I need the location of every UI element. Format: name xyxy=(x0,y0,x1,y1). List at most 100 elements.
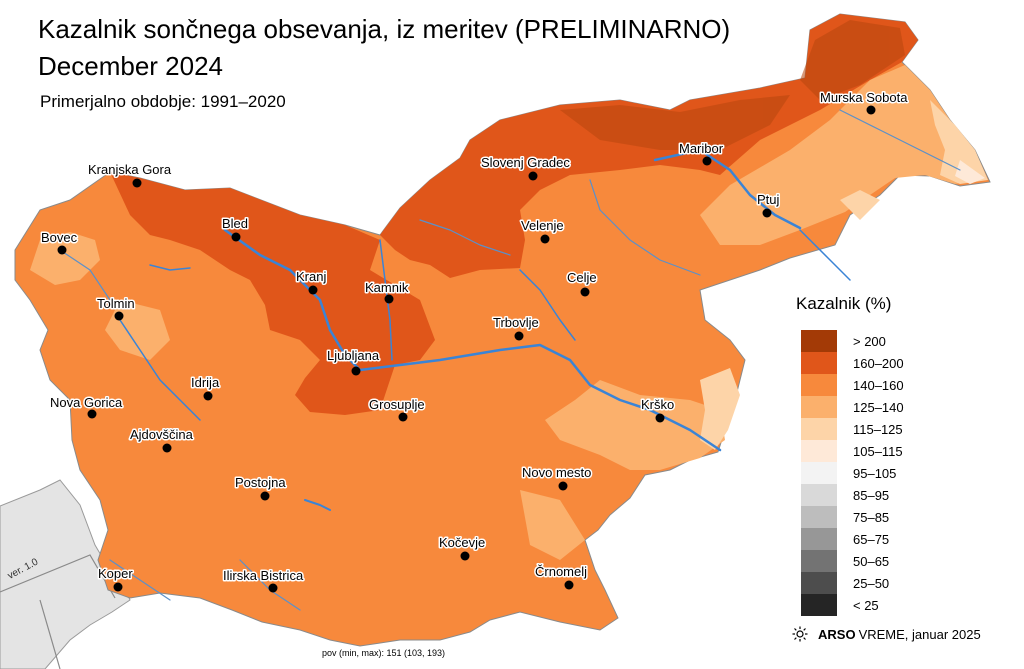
legend-label: 95–105 xyxy=(853,465,897,481)
stats-text: pov (min, max): 151 (103, 193) xyxy=(322,648,446,658)
legend-item: 75–85 xyxy=(801,506,904,528)
legend-item: < 25 xyxy=(801,594,904,616)
legend-label: 115–125 xyxy=(853,421,903,437)
city-dot xyxy=(268,583,278,593)
legend-item: 85–95 xyxy=(801,484,904,506)
city-markers xyxy=(57,105,876,593)
zone-125-140 xyxy=(30,65,985,560)
legend-swatch xyxy=(801,462,837,484)
legend-label: > 200 xyxy=(853,333,886,349)
city-label-kocevje: Kočevje xyxy=(439,535,485,550)
legend-item: 125–140 xyxy=(801,396,904,418)
legend-label: 160–200 xyxy=(853,355,904,371)
city-labels: Kranjska Gora Bovec Bled Kranj Kamnik To… xyxy=(40,89,910,585)
legend-label: 85–95 xyxy=(853,487,890,503)
rivers xyxy=(59,109,961,611)
legend-swatch xyxy=(801,352,837,374)
legend-item: 115–125 xyxy=(801,418,904,440)
city-label-murska-sobota: Murska Sobota xyxy=(820,90,908,105)
zone-115-125 xyxy=(700,100,988,450)
legend-swatch xyxy=(801,418,837,440)
city-dot xyxy=(398,412,408,422)
city-dot xyxy=(702,156,712,166)
city-dot xyxy=(308,285,318,295)
legend-label: 65–75 xyxy=(853,531,890,547)
city-label-kranjska-gora: Kranjska Gora xyxy=(88,162,172,177)
zone-105-115 xyxy=(955,160,985,184)
city-label-ajdovscina: Ajdovščina xyxy=(130,427,194,442)
city-dot xyxy=(260,491,270,501)
city-label-grosuplje: Grosuplje xyxy=(369,397,425,412)
city-dot xyxy=(558,481,568,491)
legend-label: < 25 xyxy=(853,597,879,613)
map-subtitle: Primerjalno obdobje: 1991–2020 xyxy=(40,92,286,111)
legend-swatch xyxy=(801,528,837,550)
city-label-ljubljana: Ljubljana xyxy=(327,348,380,363)
city-label-idrija: Idrija xyxy=(191,375,220,390)
legend-item: 65–75 xyxy=(801,528,904,550)
city-dot xyxy=(528,171,538,181)
city-label-maribor: Maribor xyxy=(679,141,724,156)
legend-label: 140–160 xyxy=(853,377,904,393)
map-title-line2: December 2024 xyxy=(38,51,223,81)
city-label-kamnik: Kamnik xyxy=(365,280,409,295)
city-label-krsko: Krško xyxy=(641,397,674,412)
city-label-kranj: Kranj xyxy=(296,269,326,284)
credit-date: , januar 2025 xyxy=(904,626,981,642)
legend-item: 160–200 xyxy=(801,352,904,374)
city-dot xyxy=(460,551,470,561)
city-label-koper: Koper xyxy=(98,566,133,581)
legend-item: 25–50 xyxy=(801,572,904,594)
legend-swatch xyxy=(801,506,837,528)
legend-label: 25–50 xyxy=(853,575,890,591)
legend-swatch xyxy=(801,572,837,594)
city-dot xyxy=(655,413,665,423)
city-label-velenje: Velenje xyxy=(521,218,564,233)
legend-label: 125–140 xyxy=(853,399,904,415)
city-label-tolmin: Tolmin xyxy=(97,296,135,311)
legend-item: 50–65 xyxy=(801,550,904,572)
legend-title: Kazalnik (%) xyxy=(796,294,892,313)
city-dot xyxy=(540,234,550,244)
city-label-celje: Celje xyxy=(567,270,597,285)
legend-label: 75–85 xyxy=(853,509,890,525)
legend-label: 50–65 xyxy=(853,553,890,569)
legend-swatch xyxy=(801,440,837,462)
city-label-ilirska-bistrica: Ilirska Bistrica xyxy=(223,568,304,583)
city-dot xyxy=(384,294,394,304)
city-dot xyxy=(231,232,241,242)
city-label-trbovlje: Trbovlje xyxy=(493,315,539,330)
city-dot xyxy=(132,178,142,188)
credit-brand-vreme: VREME xyxy=(858,626,905,642)
legend-swatch xyxy=(801,374,837,396)
legend-swatch xyxy=(801,330,837,352)
city-label-bovec: Bovec xyxy=(41,230,78,245)
city-label-slovenj-gradec: Slovenj Gradec xyxy=(481,155,570,170)
city-label-bled: Bled xyxy=(222,216,248,231)
zone-over-200 xyxy=(560,20,905,150)
city-label-novo-mesto: Novo mesto xyxy=(522,465,591,480)
sun-icon xyxy=(792,626,808,642)
legend-swatch xyxy=(801,396,837,418)
legend-swatch xyxy=(801,594,837,616)
city-dot xyxy=(57,245,67,255)
credit: ARSO VREME , januar 2025 xyxy=(792,626,981,642)
city-label-ptuj: Ptuj xyxy=(757,192,780,207)
city-dot xyxy=(866,105,876,115)
legend-item: 95–105 xyxy=(801,462,904,484)
legend-item: 140–160 xyxy=(801,374,904,396)
city-dot xyxy=(114,311,124,321)
city-dot xyxy=(514,331,524,341)
city-dot xyxy=(580,287,590,297)
city-dot xyxy=(203,391,213,401)
map-title-line1: Kazalnik sončnega obsevanja, iz meritev … xyxy=(38,14,731,44)
legend: > 200 160–200 140–160 125–140 115–125 105–115… xyxy=(801,330,904,616)
city-label-crnomelj: Črnomelj xyxy=(535,564,587,579)
city-dot xyxy=(351,366,361,376)
legend-swatch xyxy=(801,484,837,506)
legend-item: > 200 xyxy=(801,330,904,352)
city-dot xyxy=(762,208,772,218)
legend-swatch xyxy=(801,550,837,572)
city-dot xyxy=(113,582,123,592)
